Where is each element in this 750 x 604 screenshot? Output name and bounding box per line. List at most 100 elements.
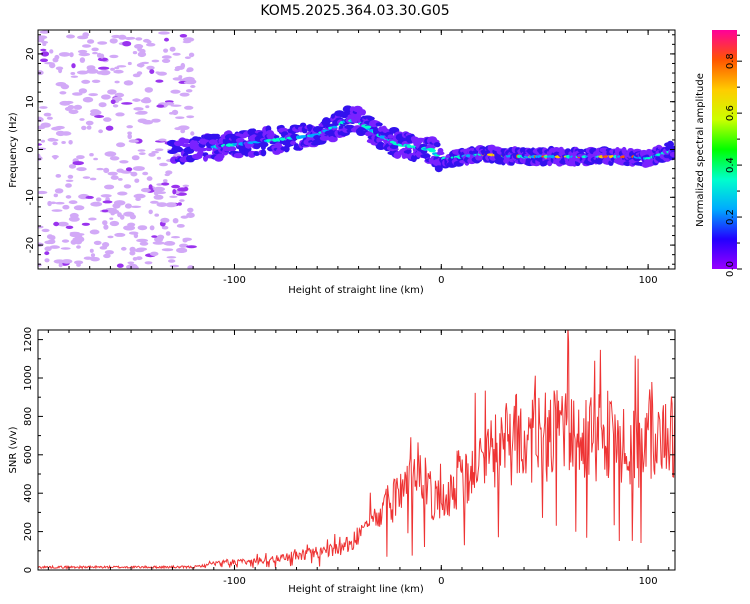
spectrogram-ridge-blob	[306, 124, 313, 130]
spectrogram-noise-blob	[44, 62, 55, 65]
spectrogram-noise-blob	[69, 232, 81, 238]
spectrogram-noise-blob	[101, 94, 111, 100]
spectrogram-noise-blob	[158, 138, 167, 142]
spectrogram-noise-blob	[40, 122, 51, 128]
spectrogram-noise-blob	[135, 197, 141, 202]
spectrogram-noise-blob	[70, 72, 76, 75]
spectrogram-noise-blob	[39, 30, 50, 34]
spectrogram-y-label: Frequency (Hz)	[8, 112, 19, 188]
colorbar-tick-label: 0.0	[725, 261, 736, 277]
spectrogram-noise-blob	[82, 96, 94, 103]
spectrogram-data	[38, 30, 675, 269]
spectrogram-noise-blob	[156, 104, 165, 108]
spectrogram-ridge-blob	[666, 140, 675, 148]
snr-x-tick-label: -100	[223, 576, 246, 587]
spectrogram-noise-blob	[144, 261, 153, 265]
spectrogram-ridge-blob	[227, 146, 237, 152]
spectrogram-noise-blob	[123, 211, 135, 217]
spectrogram-noise-blob	[168, 259, 176, 263]
spectrogram-noise-blob	[182, 184, 190, 187]
colorbar-tick-label: 0.2	[725, 209, 736, 225]
spectrogram-noise-blob	[109, 156, 120, 161]
spectrogram-noise-blob	[127, 133, 132, 140]
spectrogram-noise-blob	[68, 140, 73, 145]
spectrogram-noise-blob	[78, 52, 91, 57]
spectrogram-noise-blob	[104, 250, 114, 255]
spectrogram-noise-blob	[62, 204, 70, 210]
spectrogram-noise-blob	[148, 152, 156, 157]
spectrogram-ridge-blob	[433, 142, 441, 148]
spectrogram-noise-blob	[125, 167, 133, 172]
spectrogram-noise-blob	[151, 118, 161, 123]
spectrogram-noise-blob	[132, 98, 141, 102]
spectrogram-noise-blob	[103, 253, 111, 259]
spectrogram-noise-blob	[64, 106, 73, 111]
colorbar-tick-label: 0.8	[725, 53, 736, 69]
spectrogram-noise-blob	[135, 37, 143, 41]
spectrogram-noise-blob	[134, 111, 145, 115]
spectrogram-noise-blob	[92, 110, 102, 116]
spectrogram-noise-blob	[78, 88, 88, 94]
spectrogram-noise-blob	[163, 48, 169, 53]
spectrogram-ridge-blob	[197, 147, 208, 152]
spectrogram-noise-blob	[121, 102, 133, 105]
spectrogram-noise-blob	[85, 120, 94, 126]
spectrogram-noise-blob	[133, 193, 146, 199]
spectrogram-noise-blob	[88, 93, 98, 97]
spectrogram-noise-blob	[185, 89, 193, 93]
spectrogram-ridge-blob	[253, 151, 261, 157]
spectrogram-noise-blob	[153, 186, 166, 192]
spectrogram-noise-blob	[186, 67, 194, 72]
spectrogram-ridge-blob	[328, 135, 338, 143]
spectrogram-noise-blob	[72, 92, 83, 96]
spectrogram-noise-blob	[38, 190, 48, 195]
spectrogram-noise-blob	[69, 52, 74, 58]
spectrogram-noise-blob	[161, 225, 169, 230]
spectrogram-noise-blob	[53, 259, 65, 264]
spectrogram-noise-blob	[132, 265, 139, 269]
spectrogram-noise-blob	[172, 189, 177, 195]
spectrogram-noise-blob	[65, 195, 72, 199]
spectrogram-noise-blob	[93, 240, 102, 245]
spectrogram-noise-blob	[86, 65, 92, 71]
spectrogram-noise-blob	[143, 97, 151, 102]
spectrogram-noise-blob	[160, 217, 170, 223]
snr-y-label: SNR (v/v)	[8, 426, 19, 473]
spectrogram-noise-blob	[89, 229, 100, 235]
spectrogram-noise-blob	[46, 116, 53, 120]
spectrogram-noise-blob	[166, 256, 177, 259]
spectrogram-noise-blob	[109, 220, 120, 227]
spectrogram-noise-blob	[76, 70, 89, 75]
spectrogram-noise-blob	[179, 92, 190, 97]
spectrogram-noise-blob	[187, 265, 195, 269]
spectrogram-noise-blob	[103, 117, 112, 122]
spectrogram-ridge-blob	[260, 149, 267, 157]
spectrogram-noise-blob	[186, 115, 195, 119]
spectrogram-noise-blob	[117, 191, 128, 196]
spectrogram-noise-blob	[40, 51, 50, 57]
spectrogram-noise-blob	[122, 41, 132, 47]
colorbar-tick-label: 0.4	[725, 157, 736, 173]
spectrogram-noise-blob	[102, 242, 110, 248]
spectrogram-noise-blob	[146, 42, 156, 47]
spectrogram-noise-blob	[107, 235, 114, 239]
spectrogram-noise-blob	[163, 241, 176, 246]
spectrogram-ridge-blob	[283, 147, 290, 152]
spectrogram-ridge-blob	[426, 144, 435, 148]
spectrogram-noise-blob	[169, 195, 178, 198]
spectrogram-noise-blob	[132, 73, 141, 78]
spectrogram-ridge-blob	[577, 148, 585, 153]
spectrogram-noise-blob	[40, 58, 48, 63]
spectrogram-noise-blob	[50, 201, 57, 205]
spectrogram-noise-blob	[159, 162, 168, 167]
spectrogram-noise-blob	[127, 61, 132, 66]
spectrogram-noise-blob	[116, 263, 124, 268]
spectrogram-noise-blob	[110, 67, 115, 71]
spectrogram-noise-blob	[76, 245, 81, 249]
snr-data	[38, 330, 675, 570]
spectrogram-noise-blob	[112, 104, 119, 108]
spectrogram-x-tick-label: 100	[639, 275, 658, 286]
spectrogram-noise-blob	[43, 112, 52, 117]
